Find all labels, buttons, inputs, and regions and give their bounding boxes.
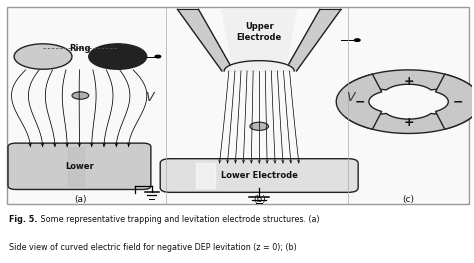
Text: Some representative trapping and levitation electrode structures. (a): Some representative trapping and levitat…: [38, 215, 320, 224]
Text: Upper
Electrode: Upper Electrode: [237, 22, 282, 42]
Text: −: −: [452, 95, 463, 108]
FancyBboxPatch shape: [160, 159, 358, 192]
Polygon shape: [346, 113, 471, 133]
FancyBboxPatch shape: [8, 143, 151, 189]
Text: V: V: [145, 91, 154, 104]
Polygon shape: [285, 9, 341, 71]
Circle shape: [355, 39, 360, 41]
Text: +: +: [403, 116, 414, 129]
Circle shape: [155, 55, 161, 58]
Text: −: −: [355, 95, 365, 108]
Text: (b): (b): [253, 195, 265, 204]
Text: Lower: Lower: [65, 162, 94, 171]
Text: Lower Electrode: Lower Electrode: [221, 171, 298, 180]
Circle shape: [72, 92, 89, 99]
Polygon shape: [177, 9, 234, 71]
Polygon shape: [222, 9, 297, 71]
Text: (c): (c): [402, 195, 415, 204]
Text: Ring: Ring: [70, 44, 91, 53]
Polygon shape: [436, 74, 474, 129]
Text: (a): (a): [74, 195, 87, 204]
Polygon shape: [336, 74, 382, 129]
Circle shape: [250, 122, 269, 130]
Text: V: V: [346, 91, 355, 104]
Polygon shape: [346, 70, 471, 90]
Circle shape: [14, 44, 72, 69]
Text: +: +: [403, 75, 414, 88]
Circle shape: [89, 44, 146, 69]
Text: Fig. 5.: Fig. 5.: [9, 215, 38, 224]
Text: Side view of curved electric field for negative DEP levitation (z = 0); (b): Side view of curved electric field for n…: [9, 243, 297, 252]
